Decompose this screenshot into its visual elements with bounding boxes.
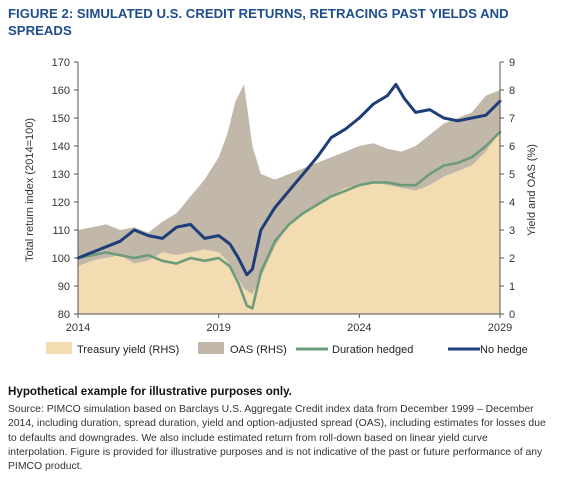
treasury-yield-area <box>78 132 500 314</box>
disclaimer-note: Hypothetical example for illustrative pu… <box>8 385 292 398</box>
y-tick-label: 150 <box>52 113 70 125</box>
y2-tick-label: 7 <box>509 113 515 125</box>
y-tick-label: 80 <box>58 309 70 321</box>
y2-tick-label: 1 <box>509 281 515 293</box>
y2-tick-label: 6 <box>509 141 515 153</box>
legend-label: OAS (RHS) <box>230 344 287 356</box>
y-tick-label: 100 <box>52 253 70 265</box>
axes <box>74 61 504 318</box>
legend-label: Treasury yield (RHS) <box>77 344 179 356</box>
y-tick-label: 110 <box>52 225 70 237</box>
legend-swatch <box>46 342 72 354</box>
y2-axis-label: Yield and OAS (%) <box>526 144 538 236</box>
duration-hedged-line <box>76 130 502 310</box>
tick-labels: 80 90 100 110 120 130 140 150 160 170 0 1 2 3 4 5 6 7 8 9 20… <box>52 57 515 334</box>
chart-canvas: 80 90 100 110 120 130 140 150 160 170 0 1 2 3 4 5 6 7 8 9 20… <box>24 57 538 356</box>
legend-label: No hedge <box>480 344 528 356</box>
y-tick-label: 120 <box>52 197 70 209</box>
y-tick-label: 160 <box>52 85 70 97</box>
y2-tick-label: 5 <box>509 169 515 181</box>
source-text: Source: PIMCO simulation based on Barcla… <box>8 404 546 473</box>
y2-tick-label: 3 <box>509 225 515 237</box>
y-tick-label: 170 <box>52 57 70 69</box>
y2-tick-label: 2 <box>509 253 515 265</box>
legend-swatch <box>198 342 224 354</box>
y-tick-label: 140 <box>52 141 70 153</box>
y-tick-label: 130 <box>52 169 70 181</box>
plot-areas <box>78 84 500 314</box>
x-tick-label: 2029 <box>488 322 512 334</box>
y2-tick-label: 4 <box>509 197 515 209</box>
legend: Treasury yield (RHS) OAS (RHS) Duration he… <box>46 342 528 356</box>
plot-lines <box>76 82 502 310</box>
x-tick-label: 2024 <box>347 322 371 334</box>
y2-tick-label: 8 <box>509 85 515 97</box>
y2-tick-label: 0 <box>509 309 515 321</box>
x-tick-label: 2014 <box>66 322 90 334</box>
y-axis-label: Total return index (2014=100) <box>24 118 36 262</box>
x-tick-label: 2019 <box>206 322 230 334</box>
y-tick-label: 90 <box>58 281 70 293</box>
legend-label: Duration hedged <box>332 344 413 356</box>
no-hedge-line <box>76 82 502 277</box>
y2-tick-label: 9 <box>509 57 515 69</box>
chart-title: FIGURE 2: SIMULATED U.S. CREDIT RETURNS,… <box>8 6 509 38</box>
